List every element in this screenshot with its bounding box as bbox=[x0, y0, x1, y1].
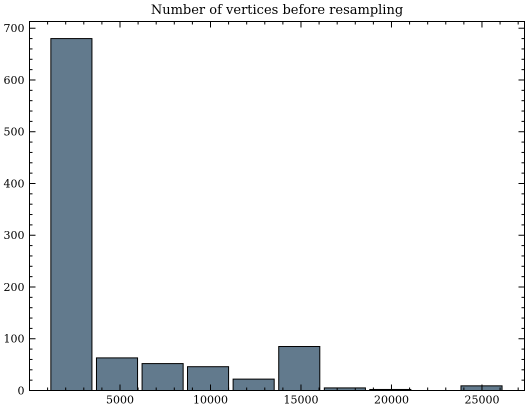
y-tick-label: 100 bbox=[4, 333, 25, 346]
histogram-bar-4 bbox=[232, 378, 275, 392]
histogram-bar-5 bbox=[278, 346, 321, 392]
x-tick-label: 25000 bbox=[464, 394, 499, 407]
histogram-bar-3 bbox=[187, 366, 230, 391]
x-tick-label: 15000 bbox=[283, 394, 318, 407]
histogram-bar-1 bbox=[95, 357, 139, 391]
x-tick-labels: 5000 10000 15000 20000 25000 bbox=[106, 394, 499, 407]
y-tick-label: 500 bbox=[4, 126, 25, 139]
plot-frame bbox=[29, 21, 525, 391]
ticks-group bbox=[29, 21, 525, 391]
x-tick-label: 20000 bbox=[374, 394, 409, 407]
histogram-bar-0 bbox=[50, 38, 93, 391]
y-tick-label: 700 bbox=[4, 22, 25, 35]
y-tick-labels: 0 100 200 300 400 500 600 700 bbox=[4, 22, 25, 397]
bars-group bbox=[50, 38, 503, 392]
y-tick-label: 400 bbox=[4, 177, 25, 190]
chart-title: Number of vertices before resampling bbox=[151, 3, 403, 18]
y-tick-label: 600 bbox=[4, 74, 25, 87]
x-tick-label: 10000 bbox=[193, 394, 228, 407]
x-tick-label: 5000 bbox=[106, 394, 134, 407]
y-tick-label: 300 bbox=[4, 229, 25, 242]
y-tick-label: 200 bbox=[4, 281, 25, 294]
y-tick-label: 0 bbox=[18, 385, 25, 398]
histogram-bar-2 bbox=[141, 363, 184, 391]
